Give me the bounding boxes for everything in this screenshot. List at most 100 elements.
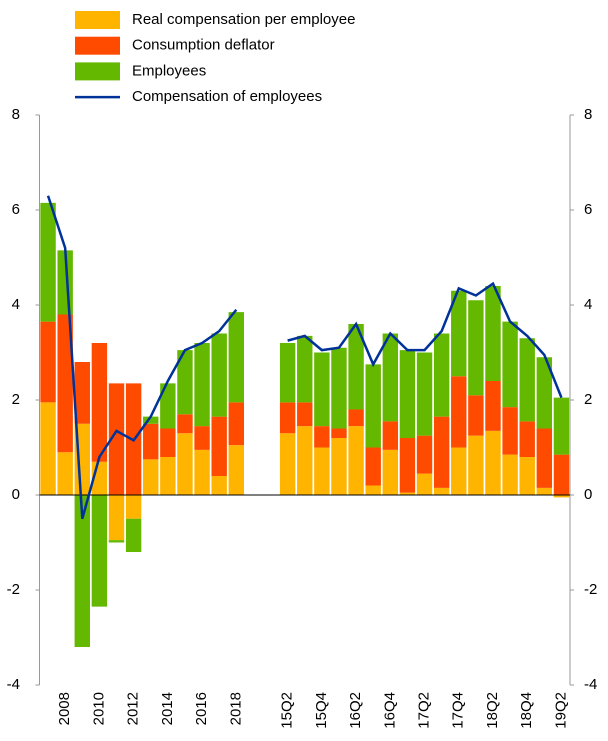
- bar: [331, 428, 347, 438]
- bar: [348, 409, 364, 427]
- bar: [485, 381, 501, 431]
- y2-tick-label: 8: [584, 106, 592, 123]
- bar: [502, 454, 518, 495]
- x-tick-label: 2018: [227, 692, 244, 725]
- x-tick-label: 16Q2: [347, 692, 364, 729]
- x-tick-label: 17Q2: [416, 692, 433, 729]
- y2-tick-label: 4: [584, 296, 592, 313]
- bar: [297, 335, 313, 403]
- bar: [348, 324, 364, 410]
- x-tick-label: 17Q4: [450, 692, 467, 729]
- bar: [468, 435, 484, 495]
- bar: [228, 445, 244, 495]
- bar: [177, 433, 193, 495]
- bar: [74, 362, 90, 424]
- bar: [536, 428, 553, 488]
- bar: [399, 350, 416, 438]
- bar: [143, 423, 159, 460]
- y2-tick-label: -2: [584, 581, 597, 598]
- legend-label: Real compensation per employee: [132, 11, 355, 28]
- y-tick-label: 0: [12, 486, 20, 503]
- bar: [382, 333, 399, 422]
- bar: [228, 312, 244, 403]
- x-tick-label: 18Q4: [518, 692, 535, 729]
- x-tick-label: 2014: [159, 692, 176, 725]
- bar: [314, 352, 330, 427]
- bar: [416, 435, 433, 474]
- bar: [108, 495, 125, 541]
- legend-label: Employees: [132, 62, 206, 79]
- bar: [194, 343, 210, 427]
- bar: [194, 426, 210, 450]
- bar: [416, 473, 433, 495]
- bar: [433, 416, 450, 488]
- bar: [433, 487, 450, 495]
- bar: [365, 364, 381, 448]
- bar: [468, 300, 484, 396]
- x-tick-label: 2008: [56, 692, 73, 725]
- bar: [57, 314, 73, 453]
- y2-tick-label: 0: [584, 486, 592, 503]
- bar: [519, 421, 535, 457]
- bar: [399, 438, 416, 493]
- bar: [297, 426, 313, 495]
- bar: [211, 416, 227, 476]
- bar: [91, 495, 108, 607]
- bar: [536, 357, 553, 429]
- x-tick-label: 16Q4: [381, 692, 398, 729]
- bar: [194, 449, 210, 495]
- bar: [125, 495, 142, 519]
- x-tick-label: 15Q4: [313, 692, 330, 729]
- y-tick-label: 8: [12, 106, 20, 123]
- y-tick-label: -4: [7, 676, 20, 693]
- bar: [177, 350, 193, 415]
- y-tick-label: -2: [7, 581, 20, 598]
- y2-tick-label: -4: [584, 676, 597, 693]
- bar: [382, 449, 399, 495]
- bar: [365, 485, 381, 495]
- y2-tick-label: 2: [584, 391, 592, 408]
- bar: [451, 290, 467, 377]
- bar: [502, 321, 518, 408]
- y2-tick-label: 6: [584, 201, 592, 218]
- bar: [348, 426, 364, 495]
- bar: [211, 333, 227, 417]
- bar: [279, 402, 296, 434]
- bar: [485, 430, 501, 495]
- bar: [553, 454, 570, 495]
- bar: [382, 421, 399, 450]
- bar: [553, 397, 570, 455]
- y-tick-label: 6: [12, 201, 20, 218]
- bar: [40, 321, 56, 403]
- bar: [40, 402, 56, 495]
- bar: [279, 343, 296, 403]
- bar: [468, 395, 484, 436]
- bar: [57, 452, 73, 495]
- legend-swatch: [75, 36, 120, 55]
- x-tick-label: 15Q2: [279, 692, 296, 729]
- bar: [211, 476, 227, 495]
- bar: [74, 495, 90, 647]
- bar: [519, 457, 535, 495]
- bar: [160, 428, 176, 457]
- bar: [108, 383, 125, 495]
- bar: [108, 540, 125, 543]
- bar: [433, 333, 450, 417]
- x-tick-label: 2012: [125, 692, 142, 725]
- bar: [365, 447, 381, 486]
- x-tick-label: 18Q2: [484, 692, 501, 729]
- y-tick-label: 2: [12, 391, 20, 408]
- legend-swatch: [75, 62, 120, 81]
- bar: [519, 338, 535, 422]
- legend-label: Compensation of employees: [132, 88, 322, 105]
- bar: [279, 433, 296, 495]
- bar: [125, 518, 142, 552]
- bar: [314, 426, 330, 448]
- legend-label: Consumption deflator: [132, 37, 275, 54]
- bar: [160, 457, 176, 495]
- bar: [160, 383, 176, 429]
- bar: [177, 414, 193, 434]
- bar: [553, 495, 570, 498]
- bar: [416, 352, 433, 436]
- bar: [451, 376, 467, 448]
